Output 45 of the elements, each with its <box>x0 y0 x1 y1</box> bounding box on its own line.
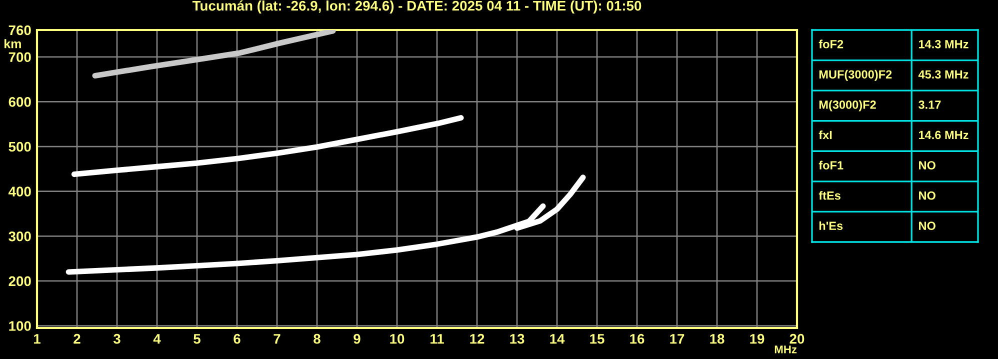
text: foF1 <box>818 160 844 170</box>
y-axis-title: km <box>4 39 21 48</box>
x-tick-label: 3 <box>113 334 120 344</box>
x-tick-label: 10 <box>390 334 404 344</box>
x-axis-title: MHz <box>774 346 797 354</box>
x-tick-label: 7 <box>274 334 280 344</box>
x-tick-label: 9 <box>354 334 360 344</box>
x-tick-label: 14 <box>550 334 565 344</box>
y-tick-label: 500 <box>8 142 31 152</box>
y-tick-label: 300 <box>8 231 31 242</box>
x-tick-label: 1 <box>34 334 40 344</box>
x-tick-label: 15 <box>590 334 604 344</box>
text: 3.17 <box>918 100 941 109</box>
x-tick-label: 13 <box>510 334 524 344</box>
text: MUF(3000)F2 <box>819 70 892 81</box>
text: h'Es <box>819 221 843 230</box>
text: fxI <box>818 130 832 140</box>
text: M(3000)F2 <box>819 100 876 112</box>
y-tick-label: 200 <box>8 276 31 286</box>
text: 14.3 MHz <box>918 40 968 48</box>
text: foF2 <box>818 40 844 48</box>
text: 14.6 MHz <box>918 130 968 140</box>
x-tick-label: 11 <box>430 334 444 344</box>
y-tick-label: 100 <box>9 321 31 331</box>
text: 45.3 MHz <box>918 70 968 79</box>
x-tick-label: 20 <box>790 334 804 344</box>
y-tick-label: 400 <box>8 186 31 196</box>
x-tick-label: 4 <box>153 334 161 344</box>
text: ftEs <box>818 191 840 200</box>
y-tick-label: 760 <box>8 25 31 36</box>
text: NO <box>919 161 936 170</box>
x-tick-label: 19 <box>750 334 764 344</box>
chart-title: Tucumán (lat: -26.9, lon: 294.6) - DATE: 2025 04 11 - TIME (UT): 01:50 <box>192 0 642 14</box>
text: NO <box>919 191 936 200</box>
x-tick-label: 16 <box>630 334 644 344</box>
x-tick-label: 17 <box>670 334 684 344</box>
x-tick-label: 2 <box>74 334 80 344</box>
x-tick-label: 5 <box>194 334 200 344</box>
y-tick-label: 600 <box>8 97 31 107</box>
text: NO <box>919 222 936 230</box>
x-tick-label: 6 <box>234 334 240 344</box>
x-tick-label: 8 <box>314 334 320 344</box>
y-tick-label: 700 <box>8 52 31 62</box>
x-tick-label: 18 <box>710 334 724 344</box>
x-tick-label: 12 <box>470 334 484 344</box>
